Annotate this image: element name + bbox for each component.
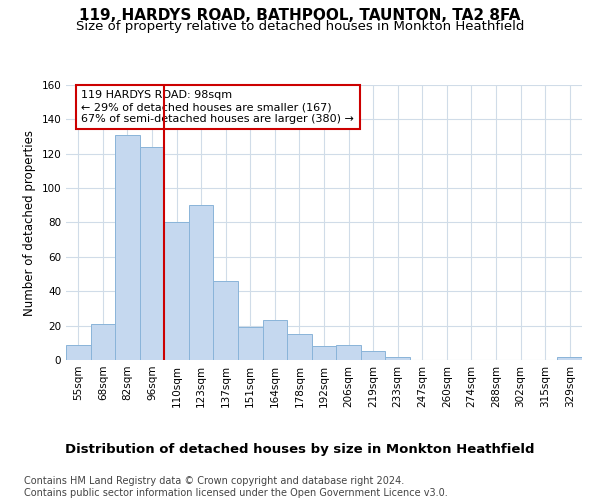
- Bar: [238, 328, 263, 360]
- Bar: [164, 222, 189, 360]
- Text: Size of property relative to detached houses in Monkton Heathfield: Size of property relative to detached ho…: [76, 20, 524, 33]
- Bar: [287, 334, 312, 360]
- Bar: [115, 135, 140, 360]
- Bar: [361, 352, 385, 360]
- Bar: [66, 344, 91, 360]
- Text: 119 HARDYS ROAD: 98sqm
← 29% of detached houses are smaller (167)
67% of semi-de: 119 HARDYS ROAD: 98sqm ← 29% of detached…: [82, 90, 355, 124]
- Bar: [336, 344, 361, 360]
- Bar: [214, 281, 238, 360]
- Bar: [140, 147, 164, 360]
- Bar: [263, 320, 287, 360]
- Bar: [189, 206, 214, 360]
- Bar: [385, 356, 410, 360]
- Bar: [312, 346, 336, 360]
- Text: Contains HM Land Registry data © Crown copyright and database right 2024.
Contai: Contains HM Land Registry data © Crown c…: [24, 476, 448, 498]
- Y-axis label: Number of detached properties: Number of detached properties: [23, 130, 36, 316]
- Bar: [557, 356, 582, 360]
- Text: 119, HARDYS ROAD, BATHPOOL, TAUNTON, TA2 8FA: 119, HARDYS ROAD, BATHPOOL, TAUNTON, TA2…: [79, 8, 521, 22]
- Bar: [91, 324, 115, 360]
- Text: Distribution of detached houses by size in Monkton Heathfield: Distribution of detached houses by size …: [65, 442, 535, 456]
